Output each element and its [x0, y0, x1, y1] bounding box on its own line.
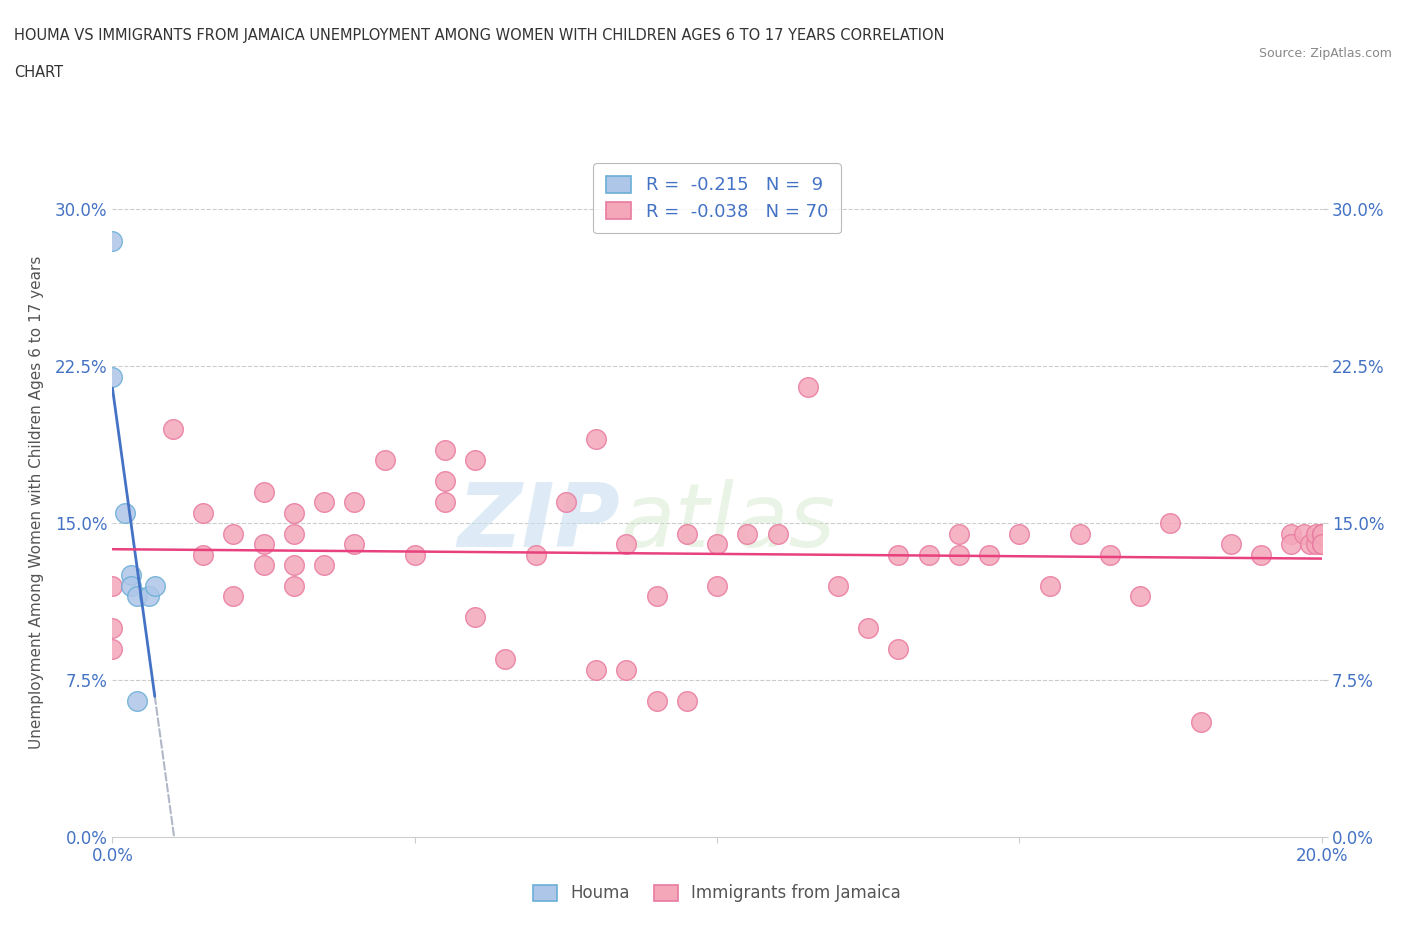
Point — [1038, 578, 1062, 593]
Point — [1189, 714, 1212, 729]
Point — [253, 485, 276, 499]
Text: CHART: CHART — [14, 65, 63, 80]
Point — [1159, 516, 1181, 531]
Point — [138, 589, 160, 604]
Point — [887, 642, 910, 657]
Point — [948, 526, 970, 541]
Point — [191, 547, 214, 562]
Point — [706, 537, 728, 551]
Point — [283, 505, 305, 520]
Point — [554, 495, 576, 510]
Point — [253, 537, 276, 551]
Point — [585, 432, 607, 447]
Y-axis label: Unemployment Among Women with Children Ages 6 to 17 years: Unemployment Among Women with Children A… — [30, 256, 44, 749]
Point — [101, 369, 124, 384]
Text: ZIP: ZIP — [457, 479, 620, 565]
Point — [343, 495, 366, 510]
Point — [162, 421, 184, 436]
Point — [283, 558, 305, 573]
Point — [283, 578, 305, 593]
Point — [977, 547, 1000, 562]
Point — [1098, 547, 1121, 562]
Point — [1279, 526, 1302, 541]
Point — [827, 578, 849, 593]
Point — [464, 610, 486, 625]
Point — [343, 537, 366, 551]
Point — [1310, 537, 1333, 551]
Point — [585, 662, 607, 677]
Point — [1305, 537, 1327, 551]
Point — [114, 505, 136, 520]
Point — [374, 453, 396, 468]
Point — [948, 547, 970, 562]
Text: Source: ZipAtlas.com: Source: ZipAtlas.com — [1258, 46, 1392, 60]
Legend: Houma, Immigrants from Jamaica: Houma, Immigrants from Jamaica — [527, 878, 907, 909]
Point — [645, 589, 668, 604]
Point — [737, 526, 759, 541]
Point — [495, 652, 517, 667]
Point — [675, 526, 697, 541]
Point — [918, 547, 941, 562]
Point — [1069, 526, 1091, 541]
Point — [404, 547, 426, 562]
Point — [433, 495, 456, 510]
Point — [1250, 547, 1272, 562]
Text: HOUMA VS IMMIGRANTS FROM JAMAICA UNEMPLOYMENT AMONG WOMEN WITH CHILDREN AGES 6 T: HOUMA VS IMMIGRANTS FROM JAMAICA UNEMPLO… — [14, 28, 945, 43]
Point — [675, 694, 697, 709]
Point — [125, 589, 148, 604]
Point — [616, 537, 638, 551]
Point — [120, 568, 142, 583]
Point — [101, 620, 124, 635]
Point — [1129, 589, 1152, 604]
Point — [1220, 537, 1243, 551]
Point — [314, 558, 336, 573]
Point — [101, 578, 124, 593]
Point — [101, 642, 124, 657]
Point — [222, 526, 245, 541]
Point — [856, 620, 880, 635]
Point — [1310, 526, 1333, 541]
Point — [887, 547, 910, 562]
Point — [1305, 526, 1327, 541]
Point — [524, 547, 547, 562]
Point — [433, 443, 456, 458]
Point — [314, 495, 336, 510]
Point — [120, 578, 142, 593]
Point — [433, 474, 456, 489]
Point — [796, 379, 818, 394]
Point — [1008, 526, 1031, 541]
Point — [253, 558, 276, 573]
Point — [1310, 526, 1333, 541]
Point — [1292, 526, 1315, 541]
Point — [1279, 537, 1302, 551]
Point — [766, 526, 789, 541]
Point — [101, 233, 124, 248]
Point — [191, 505, 214, 520]
Point — [222, 589, 245, 604]
Text: atlas: atlas — [620, 479, 835, 565]
Point — [706, 578, 728, 593]
Point — [125, 694, 148, 709]
Point — [1298, 537, 1320, 551]
Point — [1310, 537, 1333, 551]
Point — [1310, 537, 1333, 551]
Point — [464, 453, 486, 468]
Point — [283, 526, 305, 541]
Point — [645, 694, 668, 709]
Point — [143, 578, 166, 593]
Point — [616, 662, 638, 677]
